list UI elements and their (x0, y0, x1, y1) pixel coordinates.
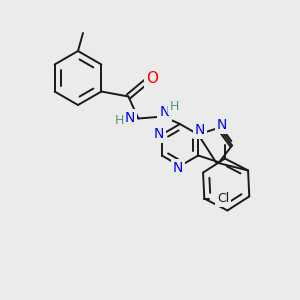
Text: O: O (146, 71, 158, 86)
Text: N: N (195, 122, 206, 136)
Text: N: N (154, 127, 164, 140)
Text: N: N (159, 104, 170, 118)
Text: Cl: Cl (217, 192, 230, 205)
Text: N: N (124, 112, 135, 125)
Text: H: H (170, 100, 179, 113)
Text: N: N (173, 161, 183, 175)
Text: N: N (217, 118, 227, 132)
Text: H: H (115, 114, 124, 127)
